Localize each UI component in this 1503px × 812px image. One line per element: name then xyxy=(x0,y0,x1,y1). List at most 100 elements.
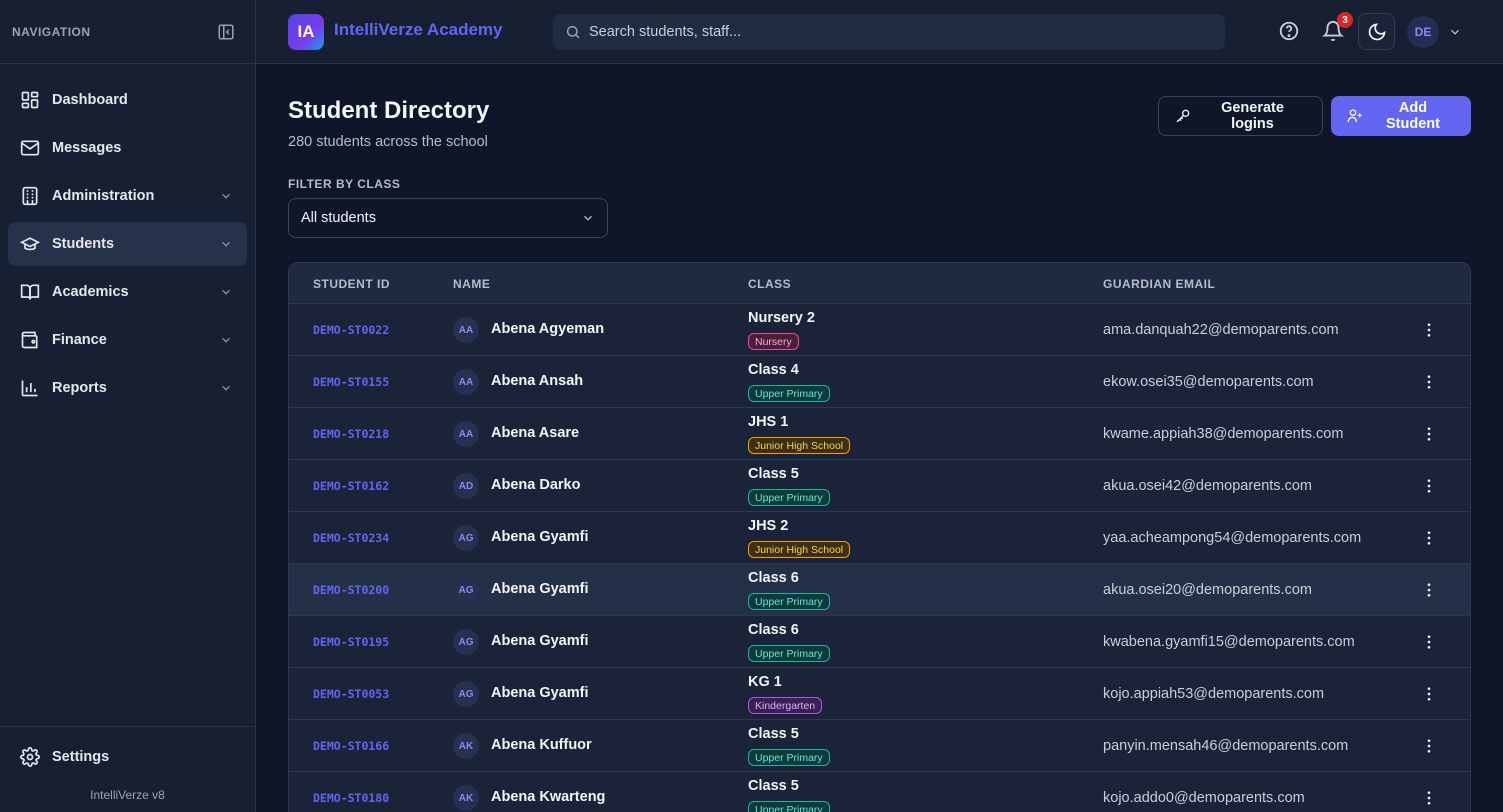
bell-icon[interactable] xyxy=(1322,20,1344,42)
student-id-link[interactable]: DEMO-ST0166 xyxy=(313,739,390,753)
header-class[interactable]: CLASS xyxy=(748,277,792,291)
table-row[interactable]: DEMO-ST0234 AG Abena Gyamfi JHS 2 Junior Hig… xyxy=(289,512,1470,564)
student-avatar: AK xyxy=(453,785,479,811)
more-vertical-icon[interactable] xyxy=(1420,633,1438,651)
search-input[interactable] xyxy=(589,24,1225,40)
student-id-link[interactable]: DEMO-ST0053 xyxy=(313,687,390,701)
chevron-down-icon xyxy=(219,285,233,299)
table-row[interactable]: DEMO-ST0162 AD Abena Darko Class 5 Upper Pri… xyxy=(289,460,1470,512)
sidebar-item-messages[interactable]: Messages xyxy=(8,126,247,170)
more-vertical-icon[interactable] xyxy=(1420,321,1438,339)
collapse-sidebar-icon[interactable] xyxy=(217,23,235,41)
student-class: JHS 2 xyxy=(748,518,789,534)
table-row[interactable]: DEMO-ST0218 AA Abena Asare JHS 1 Junior High… xyxy=(289,408,1470,460)
brand-name[interactable]: IntelliVerze Academy xyxy=(334,20,503,39)
student-name[interactable]: Abena Gyamfi xyxy=(491,581,589,597)
sidebar-item-reports[interactable]: Reports xyxy=(8,366,247,410)
table-row[interactable]: DEMO-ST0166 AK Abena Kuffuor Class 5 Upper P… xyxy=(289,720,1470,772)
student-avatar: AA xyxy=(453,369,479,395)
level-badge: Upper Primary xyxy=(748,645,830,662)
header-name[interactable]: NAME xyxy=(453,277,491,291)
sidebar: NAVIGATION Dashboard Messages Administra… xyxy=(0,0,256,812)
level-badge: Nursery xyxy=(748,333,799,350)
table-body: DEMO-ST0022 AA Abena Agyeman Nursery 2 Nurse… xyxy=(289,304,1470,812)
chevron-down-icon xyxy=(219,189,233,203)
help-icon[interactable] xyxy=(1278,20,1300,42)
level-badge: Upper Primary xyxy=(748,593,830,610)
notification-badge: 3 xyxy=(1337,12,1353,28)
sidebar-title: NAVIGATION xyxy=(12,24,91,39)
table-row[interactable]: DEMO-ST0180 AK Abena Kwarteng Class 5 Upper … xyxy=(289,772,1470,812)
sidebar-item-dashboard[interactable]: Dashboard xyxy=(8,78,247,122)
more-vertical-icon[interactable] xyxy=(1420,373,1438,391)
student-name[interactable]: Abena Kuffuor xyxy=(491,737,592,753)
header-student-id[interactable]: STUDENT ID xyxy=(313,277,390,291)
student-id-link[interactable]: DEMO-ST0200 xyxy=(313,583,390,597)
level-badge: Junior High School xyxy=(748,437,851,454)
sidebar-item-finance[interactable]: Finance xyxy=(8,318,247,362)
guardian-email: akua.osei20@demoparents.com xyxy=(1103,582,1312,598)
student-id-link[interactable]: DEMO-ST0162 xyxy=(313,479,390,493)
sidebar-item-settings[interactable]: Settings xyxy=(8,735,247,779)
student-name[interactable]: Abena Gyamfi xyxy=(491,633,589,649)
more-vertical-icon[interactable] xyxy=(1420,789,1438,807)
table-row[interactable]: DEMO-ST0195 AG Abena Gyamfi Class 6 Upper Pr… xyxy=(289,616,1470,668)
level-badge: Upper Primary xyxy=(748,749,830,766)
user-avatar[interactable]: DE xyxy=(1407,16,1439,48)
student-name[interactable]: Abena Ansah xyxy=(491,373,584,389)
sidebar-item-students[interactable]: Students xyxy=(8,222,247,266)
student-id-link[interactable]: DEMO-ST0155 xyxy=(313,375,390,389)
logo[interactable]: IA xyxy=(288,14,324,50)
header-guardian-email[interactable]: GUARDIAN EMAIL xyxy=(1103,277,1216,291)
level-badge: Upper Primary xyxy=(748,385,830,402)
student-name[interactable]: Abena Asare xyxy=(491,425,580,441)
student-name[interactable]: Abena Gyamfi xyxy=(491,529,589,545)
student-id-link[interactable]: DEMO-ST0180 xyxy=(313,791,390,805)
sidebar-item-administration[interactable]: Administration xyxy=(8,174,247,218)
student-name[interactable]: Abena Agyeman xyxy=(491,321,605,337)
generate-logins-button[interactable]: Generate logins xyxy=(1158,96,1323,136)
table-row[interactable]: DEMO-ST0155 AA Abena Ansah Class 4 Upper Pri… xyxy=(289,356,1470,408)
student-avatar: AD xyxy=(453,473,479,499)
more-vertical-icon[interactable] xyxy=(1420,425,1438,443)
more-vertical-icon[interactable] xyxy=(1420,685,1438,703)
chevron-down-icon[interactable] xyxy=(1448,25,1462,39)
student-id-link[interactable]: DEMO-ST0218 xyxy=(313,427,390,441)
student-avatar: AG xyxy=(453,525,479,551)
student-name[interactable]: Abena Kwarteng xyxy=(491,789,606,805)
table-row[interactable]: DEMO-ST0200 AG Abena Gyamfi Class 6 Upper Pr… xyxy=(289,564,1470,616)
add-student-button[interactable]: Add Student xyxy=(1331,96,1471,136)
sidebar-item-label: Students xyxy=(52,236,115,252)
class-filter-select[interactable]: All students xyxy=(288,198,608,238)
student-class: JHS 1 xyxy=(748,414,789,430)
table-row[interactable]: DEMO-ST0053 AG Abena Gyamfi KG 1 Kindergarte… xyxy=(289,668,1470,720)
student-avatar: AA xyxy=(453,421,479,447)
sidebar-item-academics[interactable]: Academics xyxy=(8,270,247,314)
search-bar[interactable] xyxy=(553,14,1225,50)
more-vertical-icon[interactable] xyxy=(1420,581,1438,599)
student-name[interactable]: Abena Darko xyxy=(491,477,581,493)
guardian-email: kojo.addo0@demoparents.com xyxy=(1103,790,1305,806)
filter-label: FILTER BY CLASS xyxy=(288,177,401,191)
theme-toggle-button[interactable] xyxy=(1358,13,1395,50)
table-row[interactable]: DEMO-ST0022 AA Abena Agyeman Nursery 2 Nurse… xyxy=(289,304,1470,356)
graduation-cap-icon xyxy=(20,234,40,254)
student-id-link[interactable]: DEMO-ST0022 xyxy=(313,323,390,337)
more-vertical-icon[interactable] xyxy=(1420,477,1438,495)
more-vertical-icon[interactable] xyxy=(1420,737,1438,755)
student-avatar: AG xyxy=(453,577,479,603)
student-id-link[interactable]: DEMO-ST0234 xyxy=(313,531,390,545)
guardian-email: yaa.acheampong54@demoparents.com xyxy=(1103,530,1362,546)
chevron-down-icon xyxy=(581,211,595,225)
guardian-email: akua.osei42@demoparents.com xyxy=(1103,478,1312,494)
version-label: IntelliVerze v8 xyxy=(90,788,165,802)
level-badge: Upper Primary xyxy=(748,801,830,812)
sidebar-item-label: Messages xyxy=(52,140,122,156)
student-name[interactable]: Abena Gyamfi xyxy=(491,685,589,701)
wallet-icon xyxy=(20,330,40,350)
more-vertical-icon[interactable] xyxy=(1420,529,1438,547)
student-id-link[interactable]: DEMO-ST0195 xyxy=(313,635,390,649)
student-class: Class 5 xyxy=(748,778,799,794)
settings-label: Settings xyxy=(52,749,110,765)
student-class: Class 5 xyxy=(748,726,799,742)
